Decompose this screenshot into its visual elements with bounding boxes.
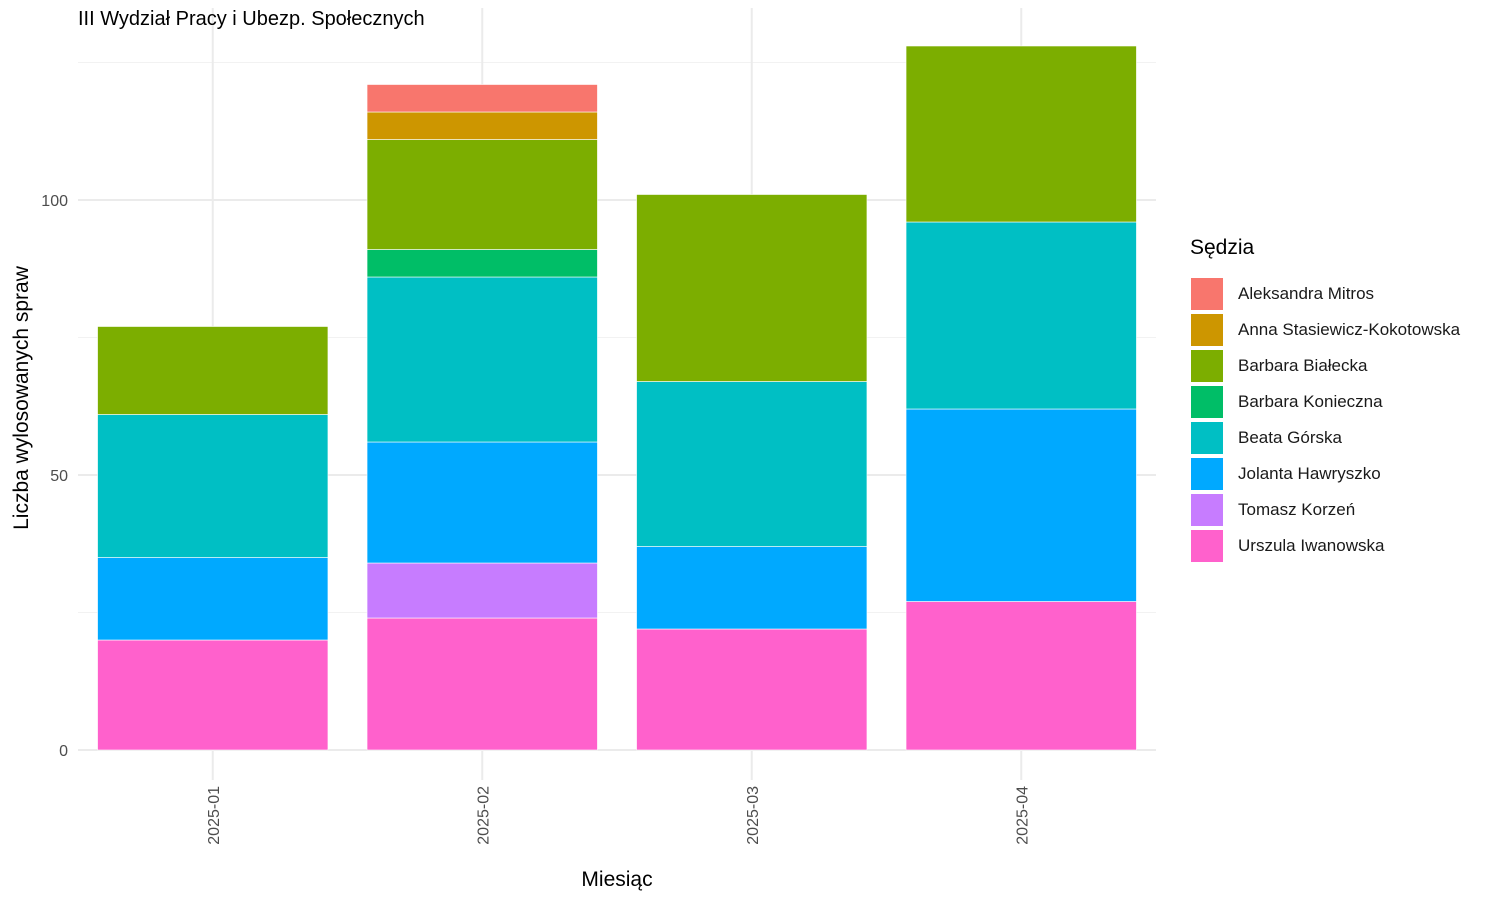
- bar-segment: [366, 139, 598, 250]
- bar-segment: [636, 628, 868, 751]
- bar-segment: [636, 381, 868, 547]
- legend-item: Barbara Konieczna: [1190, 384, 1460, 420]
- legend-item: Anna Stasiewicz-Kokotowska: [1190, 312, 1460, 348]
- chart-title: III Wydział Pracy i Ubezp. Społecznych: [78, 8, 425, 30]
- legend-item: Tomasz Korzeń: [1190, 492, 1460, 528]
- bars: [97, 45, 1137, 751]
- bar-segment: [366, 276, 598, 443]
- bar-segment: [97, 414, 329, 558]
- bar-segment: [366, 111, 598, 140]
- bar-segment: [97, 557, 329, 641]
- y-tick-label: 100: [41, 193, 68, 210]
- legend-label: Urszula Iwanowska: [1238, 536, 1385, 555]
- legend-label: Jolanta Hawryszko: [1238, 464, 1381, 483]
- bar-segment: [97, 326, 329, 415]
- legend-item: Urszula Iwanowska: [1190, 528, 1460, 564]
- legend-key: [1190, 313, 1224, 347]
- bar-segment: [905, 45, 1137, 223]
- legend-key: [1190, 421, 1224, 455]
- legend-key: [1190, 385, 1224, 419]
- bar-segment: [366, 562, 598, 619]
- legend-items: Aleksandra Mitros Anna Stasiewicz-Kokotow…: [1190, 276, 1460, 564]
- legend-label: Beata Górska: [1238, 428, 1342, 447]
- legend-key: [1190, 457, 1224, 491]
- bar-segment: [97, 639, 329, 751]
- legend-key: [1190, 349, 1224, 383]
- legend-label: Barbara Konieczna: [1238, 392, 1383, 411]
- y-axis-ticks: 0 50 100: [41, 193, 68, 760]
- bar-segment: [366, 617, 598, 751]
- x-tick-label: 2025-01: [206, 786, 223, 845]
- legend-title: Sędzia: [1190, 236, 1255, 259]
- bar-segment: [636, 194, 868, 382]
- legend-key: [1190, 277, 1224, 311]
- legend-key: [1190, 529, 1224, 563]
- x-axis-label: Miesiąc: [581, 868, 652, 891]
- legend-key: [1190, 493, 1224, 527]
- legend-item: Barbara Białecka: [1190, 348, 1460, 384]
- bar-segment: [905, 221, 1137, 410]
- bar-segment: [905, 408, 1137, 602]
- bar-segment: [366, 84, 598, 113]
- legend-label: Tomasz Korzeń: [1238, 500, 1356, 519]
- x-tick-label: 2025-04: [1014, 786, 1031, 845]
- bar-segment: [905, 601, 1137, 751]
- legend-item: Aleksandra Mitros: [1190, 276, 1460, 312]
- x-axis-ticks: 2025-01 2025-02 2025-03 2025-04: [206, 786, 1032, 845]
- y-tick-label: 50: [50, 468, 68, 485]
- x-tick-label: 2025-02: [475, 786, 492, 845]
- legend-label: Aleksandra Mitros: [1238, 284, 1375, 303]
- bar-segment: [366, 249, 598, 278]
- legend-item: Jolanta Hawryszko: [1190, 456, 1460, 492]
- x-tick-label: 2025-03: [745, 786, 762, 845]
- y-tick-label: 0: [59, 743, 68, 760]
- legend-label: Anna Stasiewicz-Kokotowska: [1238, 320, 1461, 339]
- bar-segment: [636, 546, 868, 630]
- legend: Sędzia Aleksandra Mitros Anna Stasiewicz-…: [1190, 236, 1460, 564]
- legend-label: Barbara Białecka: [1238, 356, 1368, 375]
- legend-item: Beata Górska: [1190, 420, 1460, 456]
- bar-segment: [366, 441, 598, 564]
- y-axis-label: Liczba wylosowanych spraw: [10, 265, 33, 530]
